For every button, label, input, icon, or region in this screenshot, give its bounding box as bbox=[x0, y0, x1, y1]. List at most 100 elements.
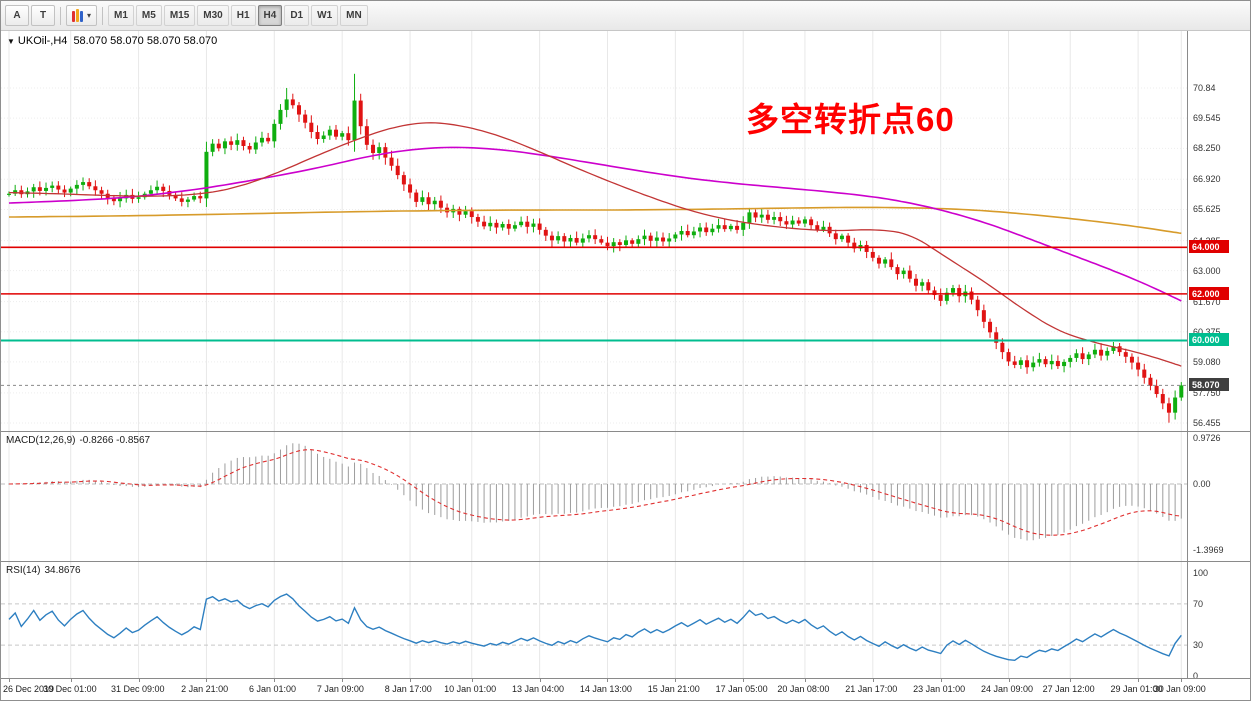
price-axis-label: 61.670 bbox=[1193, 296, 1221, 307]
time-axis-label: 2 Jan 21:00 bbox=[181, 684, 229, 694]
chart-window: ▼ UKOil-,H4 58.070 58.070 58.070 58.070 多空… bbox=[1, 31, 1250, 700]
price-axis-label: 63.000 bbox=[1193, 265, 1221, 276]
pane-separator[interactable] bbox=[1, 561, 1250, 562]
time-axis-label: 26 Dec 2019 bbox=[3, 684, 55, 694]
rsi-axis-label: 100 bbox=[1193, 568, 1209, 578]
toolbar: A T ▾ M1 M5 M15 M30 H1 H4 D1 W1 MN bbox=[1, 1, 1250, 31]
text-tool-button[interactable]: T bbox=[31, 5, 55, 26]
candles bbox=[7, 73, 1184, 423]
timeframe-button-h1[interactable]: H1 bbox=[230, 5, 256, 26]
moving-average-lines bbox=[8, 122, 1182, 367]
time-axis-tick bbox=[1138, 679, 1140, 682]
vertical-gridlines bbox=[8, 31, 1182, 431]
rsi-line bbox=[8, 593, 1182, 662]
arrow-tool-button[interactable]: A bbox=[5, 5, 29, 26]
time-axis-tick bbox=[675, 679, 677, 682]
price-axis-label: 60.375 bbox=[1193, 326, 1221, 337]
ma-magenta-line bbox=[8, 146, 1182, 302]
price-axis-label: 59.080 bbox=[1193, 356, 1221, 367]
time-axis-label: 30 Dec 01:00 bbox=[43, 684, 97, 694]
time-axis-label: 6 Jan 01:00 bbox=[249, 684, 297, 694]
level-price-badge: 64.000 bbox=[1189, 240, 1229, 254]
rsi-axis-label: 0 bbox=[1193, 671, 1199, 681]
chart-annotation-text[interactable]: 多空转折点60 bbox=[746, 101, 955, 138]
horizontal-gridlines bbox=[1, 87, 1187, 424]
time-axis-tick bbox=[138, 679, 140, 682]
chevron-down-icon: ▾ bbox=[87, 11, 92, 20]
time-axis-tick bbox=[743, 679, 745, 682]
macd-indicator-pane[interactable]: MACD(12,26,9) -0.8266 -0.8567 bbox=[1, 432, 1187, 561]
time-axis-label: 20 Jan 08:00 bbox=[777, 684, 830, 694]
price-axis-label: 70.84 bbox=[1193, 83, 1216, 93]
time-axis-label: 13 Jan 04:00 bbox=[512, 684, 565, 694]
macd-values: -0.8266 -0.8567 bbox=[79, 435, 151, 446]
time-axis-tick bbox=[274, 679, 276, 682]
toolbar-separator bbox=[60, 6, 61, 25]
crayons-icon bbox=[72, 9, 83, 22]
line-color-picker-button[interactable]: ▾ bbox=[66, 5, 98, 26]
price-axis-label: 57.750 bbox=[1193, 387, 1221, 398]
time-axis-label: 27 Jan 12:00 bbox=[1042, 684, 1095, 694]
rsi-axis-label: 30 bbox=[1193, 640, 1204, 651]
time-axis-tick bbox=[206, 679, 208, 682]
timeframe-button-w1[interactable]: W1 bbox=[311, 5, 339, 26]
time-axis-tick bbox=[1008, 679, 1010, 682]
timeframe-button-m15[interactable]: M15 bbox=[163, 5, 196, 26]
time-axis-tick bbox=[804, 679, 806, 682]
time-axis-tick bbox=[1070, 679, 1072, 682]
rsi-indicator-pane[interactable]: RSI(14) 34.8676 bbox=[1, 562, 1187, 678]
time-axis-label: 7 Jan 09:00 bbox=[316, 684, 364, 694]
time-axis-label: 30 Jan 09:00 bbox=[1153, 684, 1206, 694]
time-axis-label: 24 Jan 09:00 bbox=[980, 684, 1033, 694]
price-axis-label: 66.920 bbox=[1193, 174, 1221, 185]
ma-red-line bbox=[9, 122, 1182, 367]
price-axis[interactable]: 70.8469.54568.25066.92065.62564.28563.00… bbox=[1187, 31, 1250, 681]
timeframe-button-mn[interactable]: MN bbox=[340, 5, 368, 26]
horizontal-level-lines bbox=[1, 246, 1187, 386]
time-axis-tick bbox=[410, 679, 412, 682]
timeframe-button-d1[interactable]: D1 bbox=[284, 5, 310, 26]
macd-label: MACD(12,26,9) -0.8266 -0.8567 bbox=[6, 435, 150, 446]
timeframe-button-m1[interactable]: M1 bbox=[108, 5, 134, 26]
time-axis-label: 23 Jan 01:00 bbox=[913, 684, 966, 694]
timeframe-button-h4[interactable]: H4 bbox=[257, 5, 283, 26]
rsi-value: 34.8676 bbox=[44, 565, 81, 576]
time-axis-tick bbox=[940, 679, 942, 682]
rsi-axis-label: 70 bbox=[1193, 598, 1204, 609]
time-axis-label: 14 Jan 13:00 bbox=[579, 684, 632, 694]
symbol-period-label: UKOil-,H4 bbox=[17, 35, 68, 47]
time-axis-label: 29 Jan 01:00 bbox=[1110, 684, 1163, 694]
candlestick-chart[interactable] bbox=[1, 31, 1187, 431]
macd-chart[interactable] bbox=[1, 432, 1187, 561]
ma-orange-line bbox=[9, 206, 1182, 235]
timeframe-button-m30[interactable]: M30 bbox=[197, 5, 229, 26]
price-axis-label: 69.545 bbox=[1193, 113, 1221, 124]
macd-histogram bbox=[14, 443, 1182, 541]
price-axis-label: 65.625 bbox=[1193, 204, 1221, 215]
rsi-chart[interactable] bbox=[1, 562, 1187, 678]
macd-axis-label: -1.3969 bbox=[1193, 545, 1224, 556]
collapse-chart-arrow-icon[interactable]: ▼ bbox=[7, 37, 15, 46]
level-price-badge: 62.000 bbox=[1189, 286, 1229, 300]
time-axis-tick bbox=[70, 679, 72, 682]
rsi-name: RSI(14) bbox=[6, 565, 41, 576]
macd-name: MACD(12,26,9) bbox=[6, 435, 76, 446]
price-chart-pane[interactable]: ▼ UKOil-,H4 58.070 58.070 58.070 58.070 多空… bbox=[1, 31, 1187, 431]
toolbar-separator bbox=[102, 6, 104, 25]
timeframe-button-m5[interactable]: M5 bbox=[135, 5, 162, 26]
time-axis-tick bbox=[872, 679, 874, 682]
time-axis-tick bbox=[9, 679, 10, 682]
time-axis-tick bbox=[539, 679, 541, 682]
price-axis-label: 68.250 bbox=[1193, 143, 1221, 154]
time-axis[interactable]: 26 Dec 2019 30 Dec 01:00 31 Dec 09:00 2 Jan… bbox=[1, 678, 1250, 700]
rsi-level-lines bbox=[1, 603, 1187, 646]
time-axis-tick bbox=[471, 679, 473, 682]
time-axis-tick bbox=[607, 679, 609, 682]
price-axis-label: 56.455 bbox=[1193, 418, 1221, 429]
time-axis-tick bbox=[342, 679, 344, 682]
vertical-gridlines bbox=[8, 562, 1182, 678]
chart-title: ▼ UKOil-,H4 58.070 58.070 58.070 58.070 bbox=[7, 35, 217, 47]
pane-separator[interactable] bbox=[1, 431, 1250, 432]
time-axis-tick bbox=[1181, 679, 1183, 682]
